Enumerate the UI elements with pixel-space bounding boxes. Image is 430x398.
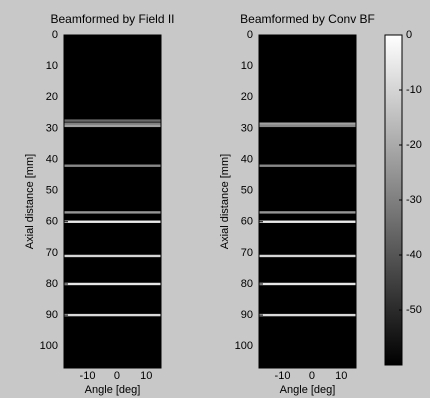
- y-tick-label: 40: [46, 153, 58, 165]
- y-tick-label: 100: [40, 340, 58, 352]
- reflector: [259, 165, 356, 167]
- colorbar-tick-label: 0: [406, 29, 412, 41]
- image-background: [259, 35, 356, 368]
- reflector: [64, 255, 161, 257]
- y-tick-label: 30: [241, 122, 253, 134]
- y-axis-label: Axial distance [mm]: [24, 154, 36, 249]
- y-tick-label: 50: [46, 185, 58, 197]
- y-tick-label: 60: [46, 216, 58, 228]
- y-tick-label: 10: [46, 60, 58, 72]
- reflector: [64, 125, 161, 127]
- reflector: [64, 165, 161, 167]
- y-tick-label: 40: [241, 153, 253, 165]
- y-tick-label: 90: [46, 309, 58, 321]
- y-tick-label: 80: [46, 278, 58, 290]
- reflector: [64, 211, 161, 213]
- y-tick-label: 30: [46, 122, 58, 134]
- x-tick-label: 10: [335, 370, 347, 382]
- y-tick-label: 70: [46, 247, 58, 259]
- y-tick-label: 80: [241, 278, 253, 290]
- reflector: [259, 314, 356, 316]
- x-axis-label: Angle [deg]: [280, 384, 336, 396]
- image-background: [64, 35, 161, 368]
- y-tick-label: 100: [235, 340, 253, 352]
- reflector: [259, 122, 356, 124]
- colorbar-tick-label: -50: [406, 304, 422, 316]
- x-tick-label: -10: [80, 370, 96, 382]
- y-tick-label: 20: [46, 91, 58, 103]
- reflector: [259, 125, 356, 127]
- y-tick-label: 10: [241, 60, 253, 72]
- y-tick-label: 90: [241, 309, 253, 321]
- x-tick-label: 10: [140, 370, 152, 382]
- reflector: [259, 283, 356, 285]
- x-tick-label: -10: [275, 370, 291, 382]
- reflector: [64, 283, 161, 285]
- figure: 0102030405060708090100-10010Beamformed b…: [0, 0, 430, 398]
- y-tick-label: 20: [241, 91, 253, 103]
- reflector: [259, 255, 356, 257]
- colorbar-tick-label: -10: [406, 84, 422, 96]
- colorbar-tick-label: -30: [406, 194, 422, 206]
- colorbar-tick-label: -20: [406, 139, 422, 151]
- x-tick-label: 0: [309, 370, 315, 382]
- y-tick-label: 50: [241, 185, 253, 197]
- chart-title: Beamformed by Conv BF: [240, 12, 375, 26]
- reflector: [64, 314, 161, 316]
- reflector: [259, 221, 356, 223]
- y-tick-label: 0: [247, 29, 253, 41]
- y-axis-label: Axial distance [mm]: [219, 154, 231, 249]
- x-tick-label: 0: [114, 370, 120, 382]
- reflector: [64, 221, 161, 223]
- y-tick-label: 0: [52, 29, 58, 41]
- reflector: [259, 211, 356, 213]
- colorbar-tick-label: -40: [406, 249, 422, 261]
- x-axis-label: Angle [deg]: [85, 384, 141, 396]
- chart-title: Beamformed by Field II: [50, 12, 174, 26]
- reflector: [64, 122, 161, 124]
- y-tick-label: 60: [241, 216, 253, 228]
- y-tick-label: 70: [241, 247, 253, 259]
- reflector: [64, 119, 161, 121]
